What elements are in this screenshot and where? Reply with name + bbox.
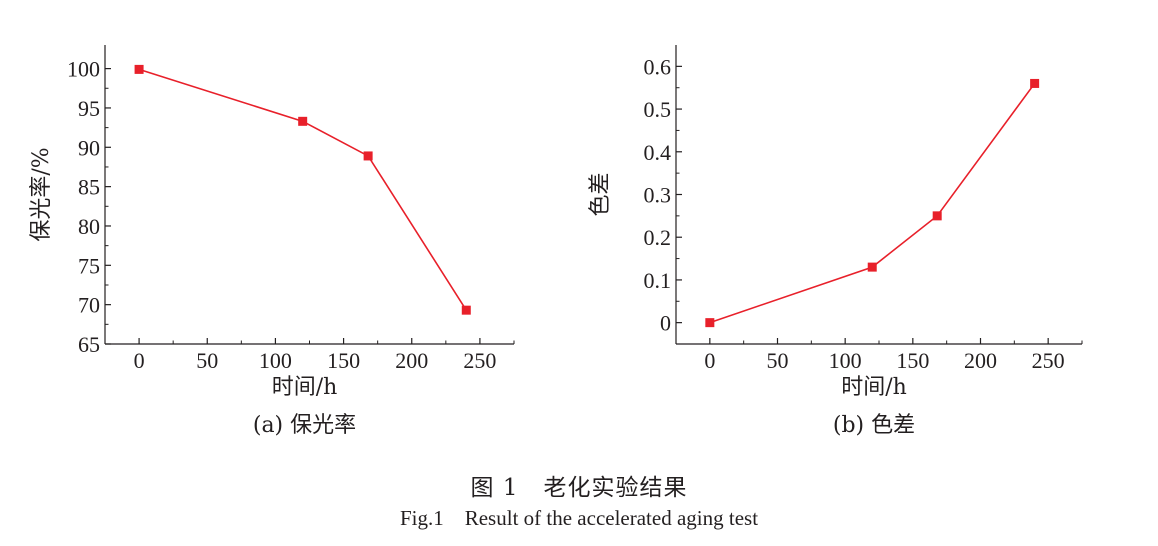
panel-a-x-tick-label: 100 bbox=[259, 348, 292, 373]
panel-b-x-tick-label: 150 bbox=[896, 348, 929, 373]
panel-a-y-tick-label: 80 bbox=[78, 214, 100, 239]
panel-a-x-axis-label: 时间/h bbox=[272, 375, 338, 400]
panel-b-y-tick-label: 0.3 bbox=[644, 183, 672, 208]
figure-caption-en: Fig.1 Result of the accelerated aging te… bbox=[0, 506, 1158, 531]
panel-a-y-tick-label: 85 bbox=[78, 175, 100, 200]
panel-b-y-axis-label: 色差 bbox=[588, 172, 613, 216]
panel-b-x-tick-label: 250 bbox=[1032, 348, 1065, 373]
panel-a-y-axis-label: 保光率/% bbox=[29, 147, 54, 241]
panel-a-y-tick-label: 90 bbox=[78, 135, 100, 160]
panel-b-y-tick-label: 0.2 bbox=[644, 225, 672, 250]
panel-b-data-point bbox=[705, 318, 715, 328]
panel-b-y-tick-label: 0.1 bbox=[644, 268, 672, 293]
panel-a-chart: 65 70 75 80 85 90 95 100 0 50 100 150 200 250 时间/h 保光率/… bbox=[29, 45, 515, 438]
panel-b-x-tick-label: 100 bbox=[829, 348, 862, 373]
panel-b-y-tick-label: 0.5 bbox=[644, 97, 672, 122]
panel-a-x-tick-label: 0 bbox=[134, 348, 145, 373]
panel-b-series-line bbox=[709, 82, 1036, 324]
panel-b-data-point bbox=[1030, 78, 1040, 88]
panel-a-x-tick-label: 200 bbox=[395, 348, 428, 373]
panel-b-y-tick-label: 0 bbox=[660, 311, 671, 336]
panel-b-x-tick-label: 50 bbox=[767, 348, 789, 373]
caption-cn-label: 图 1 bbox=[470, 475, 519, 501]
caption-en-label: Fig.1 bbox=[399, 506, 444, 530]
panel-a-data-point bbox=[461, 305, 471, 315]
panel-a-series-line bbox=[138, 68, 467, 311]
panel-b-data-point bbox=[932, 211, 942, 221]
panel-a-data-point bbox=[363, 151, 373, 161]
panel-a-y-tick-label: 100 bbox=[67, 57, 100, 82]
panel-a-x-tick-label: 250 bbox=[463, 348, 496, 373]
caption-en-text: Result of the accelerated aging test bbox=[464, 506, 759, 530]
panel-a-y-tick-label: 75 bbox=[78, 253, 100, 278]
panel-b-chart: 0 0.1 0.2 0.3 0.4 0.5 0.6 0 50 100 150 200 250 时间/h 色差… bbox=[588, 45, 1083, 438]
panel-a-y-tick-label: 70 bbox=[78, 293, 100, 318]
panel-b-title: (b) 色差 bbox=[833, 413, 915, 438]
panel-a-x-tick-label: 150 bbox=[327, 348, 360, 373]
panel-b-y-tick-label: 0.6 bbox=[644, 54, 672, 79]
panel-a-x-tick-label: 50 bbox=[196, 348, 218, 373]
panel-a-data-point bbox=[298, 116, 308, 126]
panel-b-y-tick-label: 0.4 bbox=[644, 140, 672, 165]
panel-b-x-tick-label: 0 bbox=[704, 348, 715, 373]
caption-cn-text: 老化实验结果 bbox=[543, 475, 688, 501]
panel-b-x-tick-label: 200 bbox=[964, 348, 997, 373]
figure-caption-cn: 图 1 老化实验结果 bbox=[0, 468, 1158, 502]
panel-b-data-point bbox=[867, 262, 877, 272]
panel-a-data-point bbox=[134, 64, 144, 74]
panel-a-y-tick-label: 95 bbox=[78, 96, 100, 121]
panel-a-y-tick-label: 65 bbox=[78, 332, 100, 357]
panel-a-title: (a) 保光率 bbox=[253, 413, 356, 438]
panel-b-x-axis-label: 时间/h bbox=[841, 375, 907, 400]
